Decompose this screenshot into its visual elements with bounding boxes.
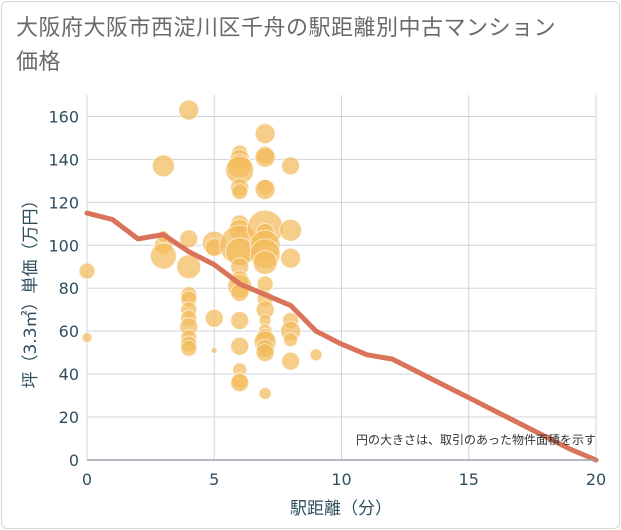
bubble-point-61 — [279, 218, 303, 242]
bubble-point-67 — [309, 348, 323, 362]
x-axis-label: 駅距離（分） — [290, 499, 392, 519]
bubble-point-16 — [180, 339, 198, 357]
bubble-point-49 — [252, 249, 278, 275]
grid-lines — [86, 95, 597, 460]
size-annotation: 円の大きさは、取引のあった物件面積を示す — [356, 432, 596, 447]
bubble-point-7 — [179, 229, 199, 249]
bubble-point-36 — [230, 336, 250, 356]
y-tick-label-60: 60 — [59, 322, 79, 341]
bubble-point-0 — [78, 262, 96, 280]
y-tick-label-140: 140 — [48, 150, 79, 169]
bubble-point-1 — [81, 332, 93, 344]
bubble-point-6 — [178, 99, 200, 121]
bubble-point-19 — [204, 308, 224, 328]
y-tick-label-0: 0 — [69, 451, 79, 470]
x-tick-label-10: 10 — [331, 470, 351, 489]
x-tick-labels: 0 5 10 15 20 — [82, 470, 606, 489]
bubble-point-59 — [258, 386, 272, 400]
y-tick-label-40: 40 — [59, 365, 79, 384]
bubble-point-62 — [280, 247, 302, 269]
x-tick-label-5: 5 — [209, 470, 219, 489]
x-tick-label-15: 15 — [459, 470, 479, 489]
bubble-point-40 — [254, 123, 276, 145]
bubble-point-44 — [254, 178, 276, 200]
bubble-point-50 — [256, 275, 274, 293]
bubble-point-66 — [281, 351, 301, 371]
y-tick-label-160: 160 — [48, 107, 79, 126]
bubble-point-20 — [210, 347, 218, 354]
bubble-point-60 — [281, 156, 301, 176]
y-tick-label-80: 80 — [59, 279, 79, 298]
bubble-point-4 — [149, 242, 177, 270]
bubble-point-65 — [283, 332, 299, 348]
chart-title: 大阪府大阪市西淀川区千舟の駅距離別中古マンション価格 — [16, 16, 557, 75]
y-tick-label-120: 120 — [48, 193, 79, 212]
bubble-point-2 — [151, 154, 175, 178]
x-tick-label-20: 20 — [586, 470, 606, 489]
bubble-point-8 — [176, 254, 202, 280]
x-tick-label-0: 0 — [82, 470, 92, 489]
bubble-point-35 — [230, 310, 250, 330]
bubble-point-26 — [231, 183, 249, 201]
y-tick-label-20: 20 — [59, 408, 79, 427]
bubble-point-58 — [255, 343, 275, 363]
trend-line — [84, 210, 599, 463]
y-tick-label-100: 100 — [48, 236, 79, 255]
y-axis-label: 坪（3.3㎡）単価（万円） — [21, 191, 41, 388]
bubble-point-39 — [230, 373, 250, 393]
bubble-point-42 — [254, 146, 276, 168]
y-tick-labels: 0 20 40 60 80 100 120 140 160 — [48, 107, 79, 470]
bubble-series — [78, 99, 323, 400]
